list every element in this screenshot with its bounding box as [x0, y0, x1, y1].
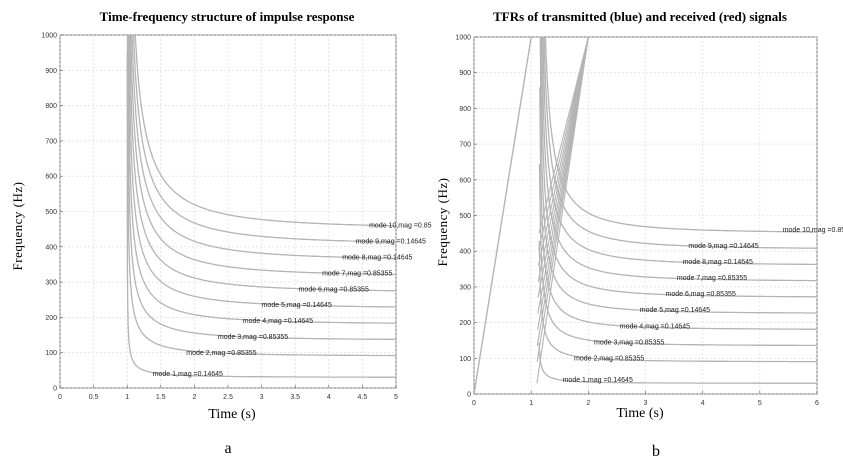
chart-a-xtick-label: 4: [327, 394, 331, 401]
chart-b-mode-label: mode 4,mag =0.14645: [620, 323, 690, 330]
chart-b-ylabel: Frequency (Hz): [435, 178, 450, 267]
chart-b-series-line: [539, 37, 817, 314]
chart-a-ytick-label: 900: [45, 68, 57, 75]
chart-a-xtick-label: 2.5: [223, 394, 233, 401]
chart-a-ytick-label: 100: [45, 350, 57, 357]
chart-a-xtick-label: 5: [394, 394, 398, 401]
chart-a-series-line: [129, 35, 396, 292]
chart-b-ytick-label: 800: [459, 106, 471, 113]
chart-b-series-line: [541, 37, 817, 282]
chart-a-xtick-label: 1.5: [156, 394, 166, 401]
chart-a-xtick-label: 3: [260, 394, 264, 401]
chart-b-xtick-label: 0: [472, 400, 476, 407]
chart-b-xtick-label: 5: [758, 400, 762, 407]
chart-a-mode-label: mode 6,mag =0.85355: [299, 286, 369, 293]
chart-b-ytick-label: 700: [459, 142, 471, 149]
chart-a-ytick-label: 300: [45, 280, 57, 287]
chart-b-mode-label: mode 8,mag =0.14645: [683, 259, 753, 266]
chart-b-xtick-label: 6: [815, 400, 819, 407]
chart-a-ytick-label: 0: [53, 386, 57, 393]
chart-a-ytick-label: 500: [45, 209, 57, 216]
chart-a-mode-label: mode 9,mag =0.14645: [356, 239, 426, 246]
chart-b-plot: 0 1 2 3 4 5 6 0 100 200 300 400 500 600 700 800 900 1000 m…: [455, 35, 843, 408]
chart-a-ytick-label: 200: [45, 315, 57, 322]
chart-a-mode-label: mode 10,mag =0.85: [369, 223, 432, 230]
chart-b-series-line: [543, 37, 817, 249]
chart-b-ytick-label: 600: [459, 177, 471, 184]
chart-a-mode-label: mode 4,mag =0.14645: [243, 318, 313, 325]
chart-a-series-group: [126, 35, 396, 378]
chart-b-series-group: [474, 37, 817, 394]
chart-a-series-line: [132, 35, 396, 243]
chart-b-mode-label: mode 6,mag =0.85355: [666, 291, 736, 298]
chart-a-series-line: [134, 35, 396, 227]
chart-b-xtick-label: 4: [701, 400, 705, 407]
chart-b-ytick-label: 900: [459, 70, 471, 77]
chart-b-ytick-label: 200: [459, 320, 471, 327]
chart-a-mode-label: mode 3,mag =0.85355: [218, 334, 288, 341]
chart-b-panel-label: b: [652, 443, 660, 460]
chart-a-ytick-label: 400: [45, 244, 57, 251]
chart-b-series-line: [538, 164, 817, 347]
chart-b-ytick-label: 400: [459, 249, 471, 256]
chart-b-xlabel: Time (s): [616, 406, 664, 421]
chart-a-panel-label: a: [224, 440, 231, 457]
chart-b-mode-label: mode 7,mag =0.85355: [677, 275, 747, 282]
chart-a-series-line: [127, 35, 396, 341]
chart-a-title: Time-frequency structure of impulse resp…: [100, 9, 355, 24]
chart-a-series-line: [126, 35, 396, 357]
chart-b-ytick-label: 300: [459, 284, 471, 291]
chart-a-plot: 0 0.5 1 1.5 2 2.5 3 3.5 4 4.5 5 0 100 200 300 400 500 600…: [41, 33, 432, 402]
chart-a-series-line: [127, 35, 396, 324]
chart-b-series-line: [542, 37, 817, 266]
chart-b-ytick-label: 100: [459, 356, 471, 363]
chart-b-ytick-label: 0: [467, 392, 471, 399]
chart-b-series-line: [544, 37, 817, 233]
chart-a-series-line: [131, 35, 396, 259]
chart-b-mode-label: mode 2,mag =0.85355: [574, 355, 644, 362]
chart-b-series-edge: [538, 37, 589, 234]
chart-b-series-line: [540, 37, 817, 298]
chart-a-series-line: [128, 35, 396, 308]
chart-a-series-line: [130, 35, 396, 276]
chart-b-series-line: [539, 87, 817, 330]
chart-b-mode-label: mode 5,mag =0.14645: [640, 307, 710, 314]
chart-a-xtick-label: 0.5: [89, 394, 99, 401]
chart-a-ytick-label: 600: [45, 174, 57, 181]
chart-b-ytick-label: 500: [459, 213, 471, 220]
chart-a-mode-label: mode 5,mag =0.14645: [262, 302, 332, 309]
chart-a-series-line: [126, 53, 396, 378]
chart-b-series-edge: [538, 37, 589, 250]
chart-b-xtick-label: 1: [529, 400, 533, 407]
chart-b-ytick-label: 1000: [455, 35, 471, 42]
chart-b-series-line: [538, 342, 817, 384]
chart-b-mode-label: mode 1,mag =0.14645: [563, 377, 633, 384]
chart-a-ytick-label: 700: [45, 138, 57, 145]
chart-a-mode-label: mode 2,mag =0.85355: [186, 350, 256, 357]
chart-b-series-line: [538, 240, 817, 363]
chart-a-xtick-label: 2: [192, 394, 196, 401]
chart-b-title: TFRs of transmitted (blue) and received …: [493, 9, 787, 24]
chart-a-ytick-label: 800: [45, 103, 57, 110]
chart-b-transmitted-line: [474, 37, 532, 394]
chart-a-mode-label: mode 8,mag =0.14645: [342, 255, 412, 262]
chart-b-xtick-label: 2: [586, 400, 590, 407]
chart-b-series-edge: [537, 37, 589, 266]
chart-b-mode-label: mode 10,mag =0.85355: [783, 227, 843, 234]
chart-a-mode-label: mode 1,mag =0.14645: [153, 371, 223, 378]
chart-a-xtick-label: 0: [58, 394, 62, 401]
chart-a-mode-label: mode 7,mag =0.85355: [322, 270, 392, 277]
chart-a-xtick-label: 1: [125, 394, 129, 401]
chart-a-xtick-label: 4.5: [358, 394, 368, 401]
chart-b-mode-label: mode 9,mag =0.14645: [688, 243, 758, 250]
chart-b-xtick-label: 3: [644, 400, 648, 407]
chart-a-ytick-label: 1000: [41, 33, 57, 40]
chart-a-ylabel: Frequency (Hz): [10, 182, 25, 271]
chart-a-xlabel: Time (s): [208, 407, 256, 422]
chart-b-mode-label: mode 3,mag =0.85355: [594, 339, 664, 346]
chart-a-xtick-label: 3.5: [290, 394, 300, 401]
